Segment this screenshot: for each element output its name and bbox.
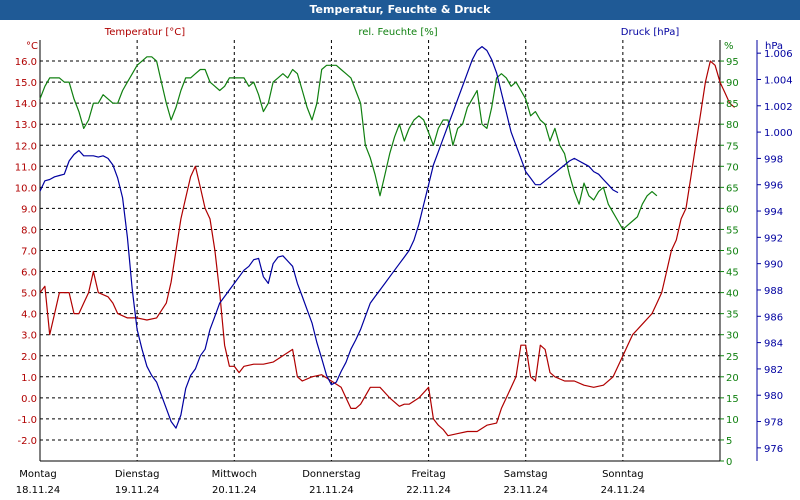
humidity-tick-label: 35 xyxy=(726,310,739,321)
temperature-tick-label: 13.0 xyxy=(15,120,37,131)
humidity-tick-label: 85 xyxy=(726,99,739,110)
x-date-label: 22.11.24 xyxy=(406,485,451,496)
chart-title: Temperatur, Feuchte & Druck xyxy=(0,0,800,20)
temperature-tick-label: 4.0 xyxy=(21,310,37,321)
humidity-tick-label: 10 xyxy=(726,415,739,426)
temperature-tick-label: 3.0 xyxy=(21,331,37,342)
humidity-tick-label: 65 xyxy=(726,183,739,194)
pressure-tick-label: 992 xyxy=(764,233,783,244)
temperature-unit: °C xyxy=(26,41,38,52)
pressure-tick-label: 988 xyxy=(764,286,783,297)
temperature-tick-label: -2.0 xyxy=(17,436,37,447)
x-day-label: Mittwoch xyxy=(212,469,257,480)
humidity-tick-label: 90 xyxy=(726,78,739,89)
pressure-tick-label: 994 xyxy=(764,207,783,218)
x-day-label: Dienstag xyxy=(115,469,160,480)
humidity-tick-label: 0 xyxy=(726,457,732,468)
humidity-axis-label: rel. Feuchte [%] xyxy=(358,27,437,38)
temperature-tick-label: 11.0 xyxy=(15,162,37,173)
temperature-tick-label: 16.0 xyxy=(15,57,37,68)
series-line-pressure xyxy=(39,45,619,429)
humidity-tick-label: 50 xyxy=(726,247,739,258)
grid xyxy=(39,40,761,462)
pressure-tick-label: 976 xyxy=(764,444,783,455)
pressure-tick-label: 1.000 xyxy=(764,128,793,139)
temperature-tick-label: -1.0 xyxy=(17,415,37,426)
humidity-tick-label: 70 xyxy=(726,162,739,173)
pressure-tick-label: 990 xyxy=(764,260,783,271)
series-line-temperature xyxy=(39,60,735,437)
axis-labels: -2.0 -1.0 0.0 1.0 2.0 3.0 4.0 5.0 6.0 7.0 8.0 9.0 10… xyxy=(15,27,793,496)
temperature-tick-label: 10.0 xyxy=(15,183,37,194)
pressure-tick-label: 986 xyxy=(764,312,783,323)
x-day-label: Montag xyxy=(19,469,56,480)
x-day-label: Donnerstag xyxy=(302,469,360,480)
series-lines xyxy=(39,45,735,437)
temperature-tick-label: 8.0 xyxy=(21,225,37,236)
humidity-tick-label: 80 xyxy=(726,120,739,131)
temperature-tick-label: 2.0 xyxy=(21,352,37,363)
x-day-label: Freitag xyxy=(411,469,445,480)
temperature-tick-label: 5.0 xyxy=(21,289,37,300)
series-line-humidity xyxy=(39,56,658,230)
pressure-tick-label: 1.002 xyxy=(764,102,793,113)
temperature-tick-label: 12.0 xyxy=(15,141,37,152)
humidity-tick-label: 20 xyxy=(726,373,739,384)
humidity-tick-label: 40 xyxy=(726,289,739,300)
humidity-tick-label: 30 xyxy=(726,331,739,342)
x-date-label: 21.11.24 xyxy=(309,485,354,496)
pressure-unit: hPa xyxy=(765,41,783,52)
humidity-tick-label: 75 xyxy=(726,141,739,152)
humidity-tick-label: 25 xyxy=(726,352,739,363)
humidity-tick-label: 60 xyxy=(726,204,739,215)
humidity-tick-label: 95 xyxy=(726,57,739,68)
x-date-label: 18.11.24 xyxy=(16,485,61,496)
humidity-unit: % xyxy=(724,41,734,52)
pressure-tick-label: 998 xyxy=(764,154,783,165)
x-day-label: Samstag xyxy=(504,469,548,480)
pressure-tick-label: 1.004 xyxy=(764,75,793,86)
humidity-tick-label: 15 xyxy=(726,394,739,405)
temperature-tick-label: 15.0 xyxy=(15,78,37,89)
temperature-tick-label: 1.0 xyxy=(21,373,37,384)
temperature-tick-label: 9.0 xyxy=(21,204,37,215)
weather-line-chart: -2.0 -1.0 0.0 1.0 2.0 3.0 4.0 5.0 6.0 7.0 8.0 9.0 10… xyxy=(15,27,793,496)
pressure-tick-label: 980 xyxy=(764,391,783,402)
humidity-tick-label: 45 xyxy=(726,268,739,279)
x-date-label: 19.11.24 xyxy=(115,485,160,496)
pressure-tick-label: 978 xyxy=(764,418,783,429)
pressure-tick-label: 996 xyxy=(764,181,783,192)
x-date-label: 23.11.24 xyxy=(503,485,548,496)
temperature-tick-label: 7.0 xyxy=(21,247,37,258)
pressure-tick-label: 1.006 xyxy=(764,49,793,60)
x-day-label: Sonntag xyxy=(602,469,644,480)
x-date-label: 20.11.24 xyxy=(212,485,257,496)
temperature-tick-label: 0.0 xyxy=(21,394,37,405)
temperature-axis-label: Temperatur [°C] xyxy=(104,27,185,38)
pressure-tick-label: 982 xyxy=(764,365,783,376)
temperature-tick-label: 6.0 xyxy=(21,268,37,279)
humidity-tick-label: 5 xyxy=(726,436,732,447)
x-date-label: 24.11.24 xyxy=(601,485,646,496)
humidity-tick-label: 55 xyxy=(726,225,739,236)
temperature-tick-label: 14.0 xyxy=(15,99,37,110)
pressure-tick-label: 984 xyxy=(764,339,783,350)
pressure-axis-label: Druck [hPa] xyxy=(621,27,680,38)
